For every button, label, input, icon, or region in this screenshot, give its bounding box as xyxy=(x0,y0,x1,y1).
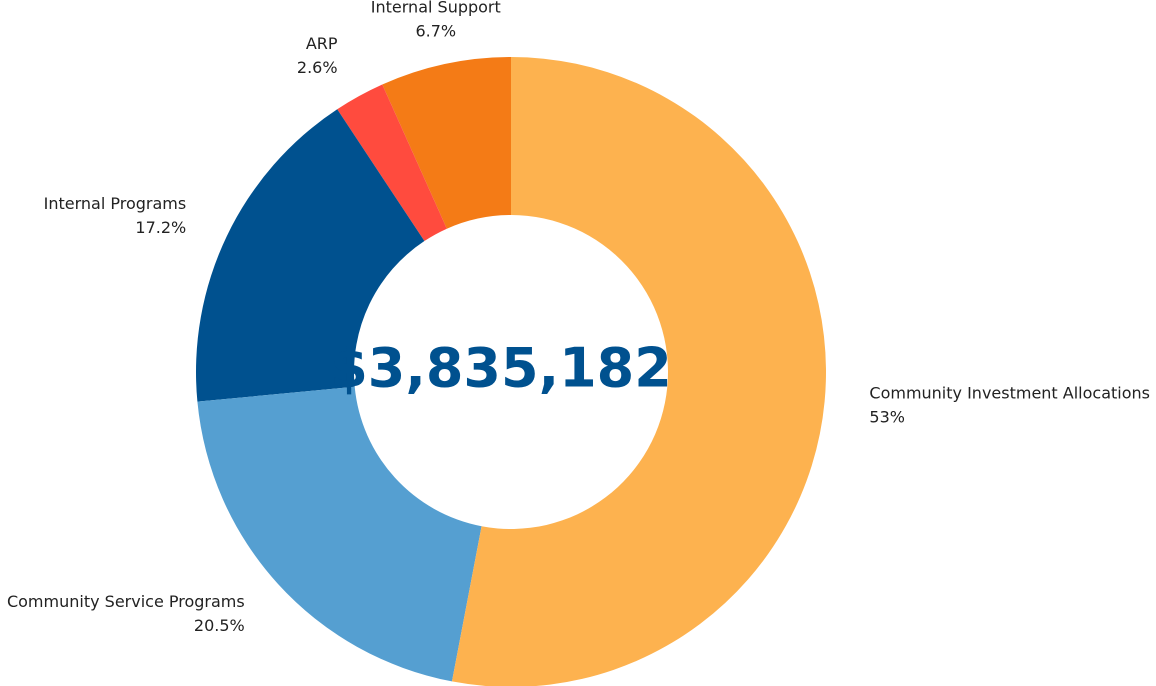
center-total: $3,835,182 xyxy=(330,337,672,400)
slice-label: Internal Support xyxy=(371,0,501,16)
donut-slice xyxy=(196,109,425,402)
donut-slice xyxy=(337,84,447,242)
donut-slice xyxy=(197,386,482,682)
slice-label: ARP xyxy=(306,34,338,53)
slice-value-label: 17.2% xyxy=(135,218,186,237)
slice-value-label: 2.6% xyxy=(297,58,338,77)
donut-slice xyxy=(382,57,511,229)
slice-value-label: 53% xyxy=(869,407,905,426)
donut-slice xyxy=(451,57,826,686)
slice-label: Community Service Programs xyxy=(7,592,245,611)
slice-value-label: 6.7% xyxy=(415,21,456,40)
slice-label: Internal Programs xyxy=(44,194,187,213)
slice-label: Community Investment Allocations xyxy=(869,383,1150,402)
slice-value-label: 20.5% xyxy=(194,616,245,635)
